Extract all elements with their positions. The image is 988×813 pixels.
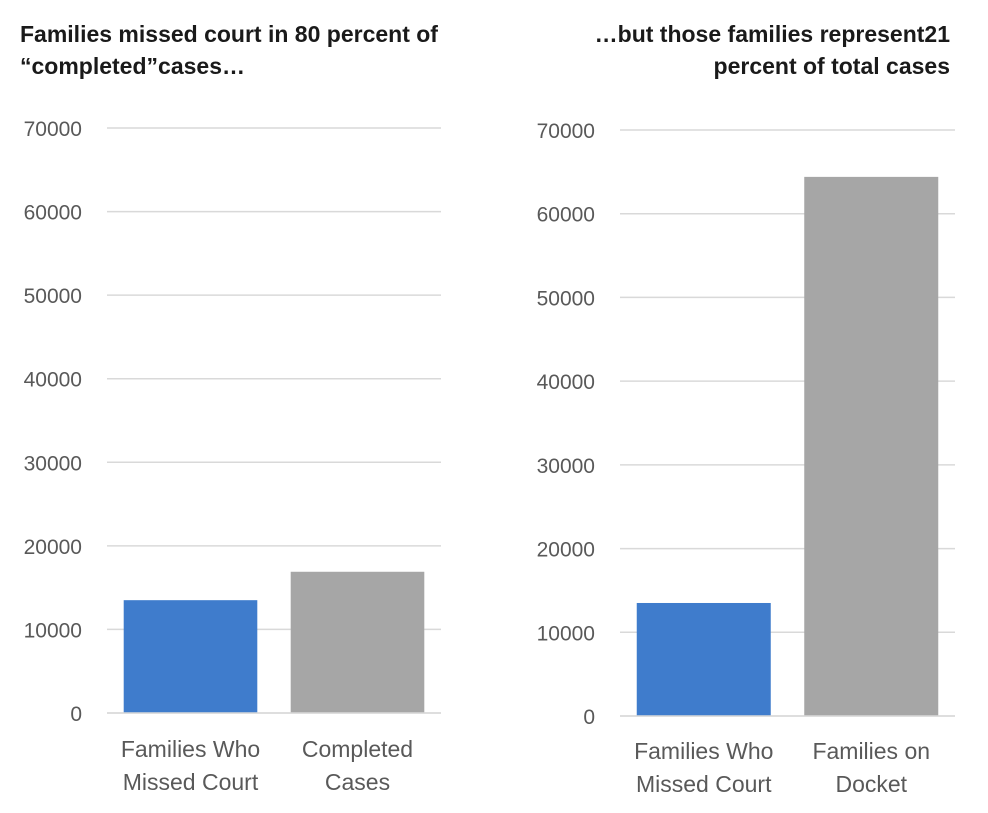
chart-title-left-line-1: Families missed court in 80 percent of: [20, 21, 438, 47]
left-bar-2: [290, 571, 425, 713]
right-y-tick-label: 70000: [537, 120, 595, 143]
right-category-label: Families on: [812, 738, 930, 764]
right-y-tick-label: 0: [583, 706, 595, 729]
left-category-label: Cases: [325, 769, 390, 795]
left-y-tick-label: 50000: [24, 285, 82, 308]
left-y-tick-label: 70000: [24, 118, 82, 141]
left-y-tick-label: 30000: [24, 452, 82, 475]
right-y-tick-label: 40000: [537, 371, 595, 394]
chart-title-left-line-2: “completed”cases…: [20, 53, 245, 79]
left-category-label: Completed: [302, 736, 413, 762]
right-category-label: Families Who: [634, 738, 773, 764]
left-y-tick-label: 10000: [24, 619, 82, 642]
left-y-tick-label: 60000: [24, 202, 82, 225]
left-y-tick-label: 40000: [24, 369, 82, 392]
left-y-tick-label: 0: [70, 703, 82, 726]
chart-panel-right: …but those families represent21 percent …: [490, 0, 988, 813]
left-category-label: Missed Court: [123, 769, 259, 795]
chart-title-right-line-1: …but those families represent21: [594, 21, 950, 47]
right-y-tick-label: 50000: [537, 287, 595, 310]
right-y-tick-label: 10000: [537, 622, 595, 645]
bar-chart-left: 0 10000 20000 30000 40000 50000 60000 70000 Fami…: [24, 118, 441, 795]
chart-title-right: …but those families represent21 percent …: [530, 18, 950, 82]
bar-chart-right: 0 10000 20000 30000 40000 50000 60000 70000 Fami…: [537, 120, 955, 797]
left-y-tick-label: 20000: [24, 536, 82, 559]
right-category-label: Missed Court: [636, 771, 772, 797]
right-y-tick-label: 60000: [537, 204, 595, 227]
chart-title-right-line-2: percent of total cases: [713, 53, 950, 79]
left-category-label: Families Who: [121, 736, 260, 762]
chart-panel-left: Families missed court in 80 percent of “…: [0, 0, 470, 813]
chart-title-left: Families missed court in 80 percent of “…: [20, 18, 460, 82]
right-y-tick-label: 30000: [537, 455, 595, 478]
right-bar-2: [804, 176, 939, 716]
right-category-label: Docket: [835, 771, 907, 797]
right-bar-1: [636, 602, 771, 716]
right-y-tick-label: 20000: [537, 539, 595, 562]
left-bar-1: [123, 600, 258, 713]
